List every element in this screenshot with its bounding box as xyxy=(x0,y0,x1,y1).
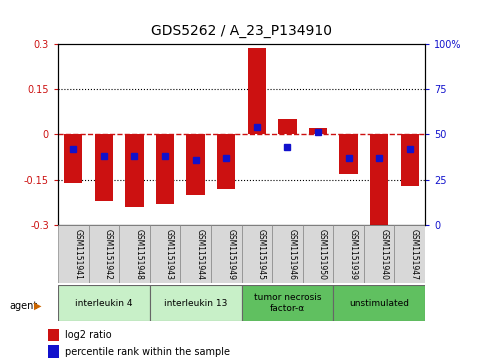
Text: ▶: ▶ xyxy=(33,301,41,311)
FancyBboxPatch shape xyxy=(150,285,242,321)
Bar xyxy=(278,119,297,134)
Text: GSM1151946: GSM1151946 xyxy=(287,229,297,280)
Text: interleukin 4: interleukin 4 xyxy=(75,299,133,307)
Bar xyxy=(48,345,58,358)
Text: agent: agent xyxy=(10,301,38,311)
FancyBboxPatch shape xyxy=(58,285,150,321)
Text: GSM1151947: GSM1151947 xyxy=(410,229,419,280)
Text: percentile rank within the sample: percentile rank within the sample xyxy=(65,347,230,356)
Text: GDS5262 / A_23_P134910: GDS5262 / A_23_P134910 xyxy=(151,24,332,38)
Bar xyxy=(95,134,113,201)
FancyBboxPatch shape xyxy=(333,225,364,283)
Text: GSM1151945: GSM1151945 xyxy=(257,229,266,280)
FancyBboxPatch shape xyxy=(88,225,119,283)
Text: GSM1151950: GSM1151950 xyxy=(318,229,327,280)
FancyBboxPatch shape xyxy=(242,225,272,283)
Text: GSM1151940: GSM1151940 xyxy=(379,229,388,280)
FancyBboxPatch shape xyxy=(58,225,88,283)
FancyBboxPatch shape xyxy=(395,225,425,283)
Text: GSM1151949: GSM1151949 xyxy=(226,229,235,280)
FancyBboxPatch shape xyxy=(272,225,303,283)
Text: GSM1151939: GSM1151939 xyxy=(349,229,357,280)
Text: GSM1151948: GSM1151948 xyxy=(134,229,143,280)
Text: tumor necrosis
factor-α: tumor necrosis factor-α xyxy=(254,293,321,313)
Bar xyxy=(370,134,388,227)
Bar xyxy=(156,134,174,204)
Bar xyxy=(309,128,327,134)
FancyBboxPatch shape xyxy=(150,225,180,283)
Text: GSM1151941: GSM1151941 xyxy=(73,229,82,280)
Text: GSM1151942: GSM1151942 xyxy=(104,229,113,280)
Bar xyxy=(248,48,266,134)
FancyBboxPatch shape xyxy=(303,225,333,283)
Bar xyxy=(217,134,235,189)
FancyBboxPatch shape xyxy=(242,285,333,321)
Bar xyxy=(48,329,58,341)
Bar xyxy=(340,134,358,174)
Text: log2 ratio: log2 ratio xyxy=(65,330,112,340)
Text: interleukin 13: interleukin 13 xyxy=(164,299,227,307)
Bar xyxy=(125,134,143,207)
Bar xyxy=(64,134,83,183)
FancyBboxPatch shape xyxy=(333,285,425,321)
FancyBboxPatch shape xyxy=(364,225,395,283)
FancyBboxPatch shape xyxy=(180,225,211,283)
Text: unstimulated: unstimulated xyxy=(349,299,409,307)
Bar xyxy=(400,134,419,186)
FancyBboxPatch shape xyxy=(211,225,242,283)
FancyBboxPatch shape xyxy=(119,225,150,283)
Text: GSM1151943: GSM1151943 xyxy=(165,229,174,280)
Bar xyxy=(186,134,205,195)
Text: GSM1151944: GSM1151944 xyxy=(196,229,205,280)
